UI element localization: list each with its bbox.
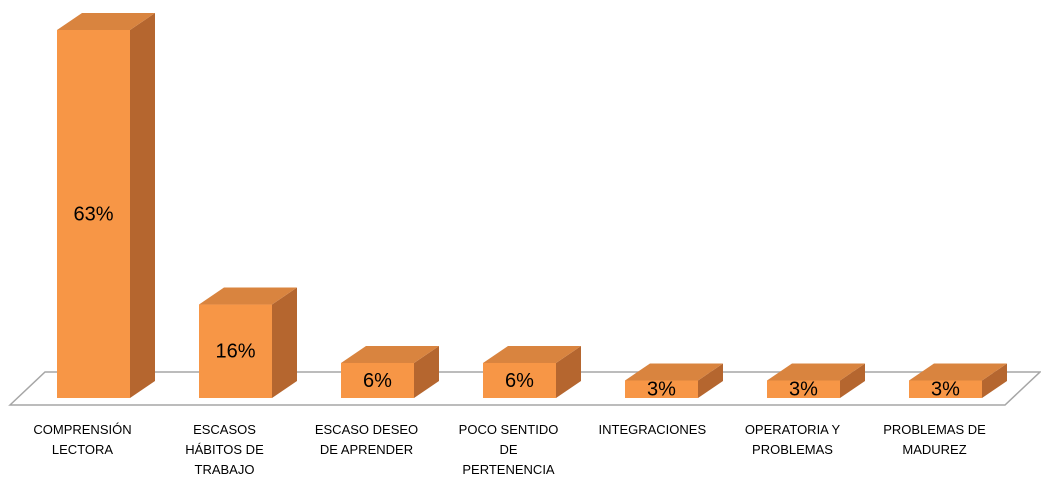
bar-top — [57, 13, 155, 30]
bar-side — [414, 345, 439, 398]
bar — [199, 304, 272, 398]
bar-side — [698, 363, 723, 398]
bar — [625, 380, 698, 398]
bar-side — [130, 13, 155, 398]
bar-top — [341, 345, 439, 363]
bar-side — [272, 287, 297, 398]
bar — [909, 380, 982, 398]
bar — [483, 362, 556, 398]
bar-side — [982, 363, 1007, 398]
value-label: 3% — [647, 379, 676, 401]
x-tick-label: COMPRENSIÓN LECTORA — [33, 422, 132, 457]
x-tick-label: POCO SENTIDO DE PERTENENCIA — [458, 422, 559, 477]
value-label: 3% — [789, 379, 818, 401]
value-label: 6% — [363, 370, 392, 392]
x-tick-label: ESCASOS HÁBITOS DE TRABAJO — [185, 422, 264, 477]
bar — [767, 380, 840, 398]
x-tick-label: ESCASO DESEO DE APRENDER — [314, 422, 419, 457]
bar-top — [909, 363, 1007, 381]
bar — [57, 30, 130, 398]
bar-side — [840, 363, 865, 398]
value-label: 6% — [505, 370, 534, 392]
value-label: 16% — [215, 341, 255, 363]
bar-side — [556, 345, 581, 398]
x-tick-label: PROBLEMAS DE MADUREZ — [883, 422, 986, 457]
value-label: 3% — [931, 379, 960, 401]
x-tick-label: INTEGRACIONES — [598, 422, 707, 437]
bar-top — [767, 363, 865, 381]
value-label: 63% — [73, 203, 113, 225]
bar-top — [199, 287, 297, 305]
x-tick-label: OPERATORIA Y PROBLEMAS — [744, 422, 841, 457]
bar-top — [625, 363, 723, 381]
bar-top — [483, 345, 581, 363]
bar — [341, 362, 414, 398]
